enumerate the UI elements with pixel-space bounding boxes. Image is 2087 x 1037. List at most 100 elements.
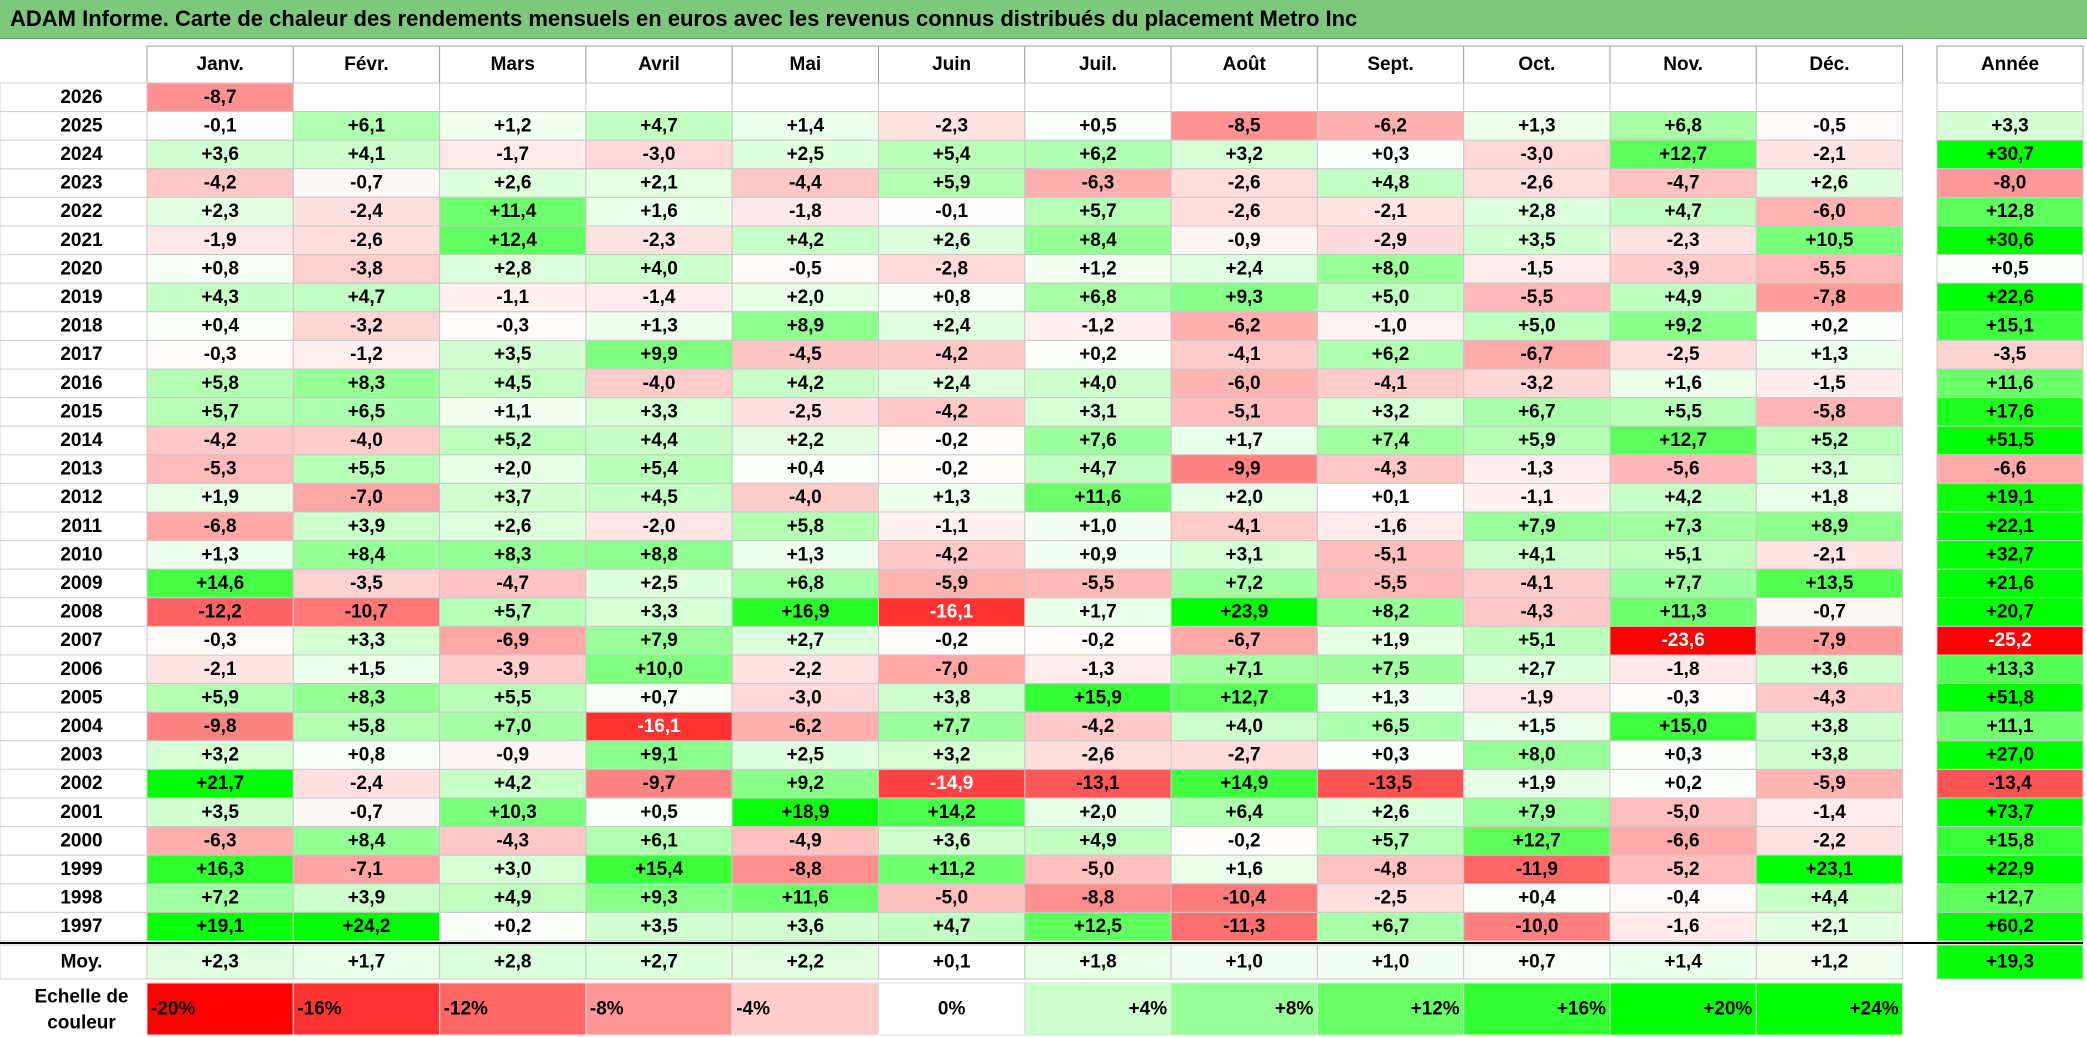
heatmap-cell	[878, 282, 1026, 313]
heatmap-cell	[1170, 911, 1318, 942]
heatmap-cell	[1609, 282, 1757, 313]
heatmap-cell	[1755, 597, 1904, 627]
annual-cell	[1936, 139, 2084, 170]
heatmap-value: +1,3	[1811, 344, 1849, 365]
heatmap-cell	[1024, 425, 1172, 456]
scale-swatch-label: -16%	[297, 999, 341, 1020]
heatmap-cell	[146, 311, 294, 341]
month-header-cell	[1755, 45, 1904, 84]
heatmap-value: +3,3	[348, 630, 386, 651]
heatmap-cell	[439, 196, 587, 227]
heatmap-value: +5,4	[933, 144, 971, 165]
month-header-label: Oct.	[1518, 54, 1555, 75]
heatmap-cell	[585, 254, 733, 284]
heatmap-cell	[1316, 854, 1465, 885]
heatmap-value: -4,0	[789, 487, 822, 508]
average-value: +2,8	[494, 952, 532, 973]
heatmap-cell	[1316, 168, 1465, 198]
scale-swatch-label: +24%	[1849, 999, 1898, 1020]
annual-value: -6,6	[1994, 459, 2027, 480]
heatmap-value: +1,6	[1225, 859, 1263, 880]
heatmap-cell	[1609, 482, 1757, 513]
heatmap-cell	[439, 768, 587, 799]
heatmap-cell	[1463, 397, 1611, 427]
heatmap-cell	[1170, 282, 1318, 313]
heatmap-cell	[1755, 425, 1904, 456]
heatmap-value: -9,7	[643, 773, 676, 794]
heatmap-value: +12,7	[1513, 830, 1561, 851]
heatmap-value: +12,7	[1659, 144, 1707, 165]
heatmap-value: +0,8	[201, 258, 239, 279]
heatmap-value: -11,9	[1516, 859, 1558, 880]
heatmap-value: +3,1	[1225, 544, 1263, 565]
heatmap-cell	[585, 597, 733, 627]
row-year-label: 2019	[60, 287, 102, 308]
heatmap-value: +14,9	[1220, 773, 1268, 794]
heatmap-value: +1,5	[1518, 716, 1556, 737]
annual-value: +30,6	[1986, 230, 2034, 251]
heatmap-value: -1,1	[496, 287, 529, 308]
heatmap-cell	[1609, 82, 1757, 113]
heatmap-cell	[731, 111, 880, 141]
scale-swatch-label: +20%	[1703, 999, 1752, 1020]
average-value: +0,7	[1518, 952, 1556, 973]
month-header-cell	[731, 45, 880, 84]
heatmap-cell	[1170, 425, 1318, 456]
heatmap-value: +3,5	[640, 916, 678, 937]
heatmap-value: +4,2	[1664, 487, 1702, 508]
heatmap-value: +4,7	[933, 916, 971, 937]
heatmap-cell	[146, 139, 294, 170]
heatmap-value: +6,2	[1079, 144, 1117, 165]
heatmap-cell	[1755, 654, 1904, 685]
heatmap-cell	[1316, 797, 1465, 828]
heatmap-value: -1,4	[1813, 802, 1846, 823]
heatmap-value: -1,6	[1667, 916, 1700, 937]
heatmap-value: +1,6	[1664, 373, 1702, 394]
heatmap-cell	[585, 568, 733, 599]
heatmap-cell	[439, 139, 587, 170]
heatmap-value: +14,2	[928, 802, 976, 823]
heatmap-value: -0,3	[496, 316, 529, 337]
heatmap-cell	[292, 826, 441, 856]
heatmap-cell	[1609, 768, 1757, 799]
heatmap-value: +1,3	[1372, 687, 1410, 708]
heatmap-cell	[439, 654, 587, 685]
heatmap-value: +1,1	[494, 401, 532, 422]
heatmap-value: +2,7	[787, 630, 825, 651]
heatmap-value: +2,5	[787, 144, 825, 165]
heatmap-value: -0,2	[1082, 630, 1115, 651]
heatmap-value: -1,2	[1082, 316, 1115, 337]
heatmap-cell	[1170, 482, 1318, 513]
heatmap-value: +0,4	[201, 316, 239, 337]
heatmap-value: +3,3	[640, 401, 678, 422]
heatmap-cell	[731, 540, 880, 570]
annual-cell	[1936, 625, 2084, 656]
heatmap-cell	[1024, 597, 1172, 627]
heatmap-cell	[146, 368, 294, 399]
heatmap-cell	[1609, 454, 1757, 484]
heatmap-value: -1,4	[643, 287, 676, 308]
heatmap-value: +23,9	[1220, 602, 1268, 623]
annual-cell	[1936, 797, 2084, 828]
heatmap-value: -4,7	[1667, 173, 1700, 194]
heatmap-cell	[1170, 568, 1318, 599]
heatmap-cell	[1316, 911, 1465, 942]
heatmap-value: +4,7	[640, 115, 678, 136]
heatmap-cell	[1755, 711, 1904, 742]
heatmap-cell	[878, 826, 1026, 856]
heatmap-value: +1,9	[1372, 630, 1410, 651]
heatmap-cell	[1316, 82, 1465, 113]
heatmap-value: +0,4	[787, 459, 825, 480]
heatmap-value: -2,1	[1374, 201, 1407, 222]
heatmap-value: +9,3	[640, 888, 678, 909]
row-year-label: 2010	[60, 544, 102, 565]
average-value: +1,2	[1811, 952, 1849, 973]
heatmap-value: +0,5	[1079, 115, 1117, 136]
heatmap-value: -10,4	[1223, 888, 1267, 909]
row-year-label: 2011	[61, 516, 103, 537]
heatmap-value: -2,3	[643, 230, 676, 251]
heatmap-value: -5,9	[1813, 773, 1846, 794]
heatmap-cell	[585, 683, 733, 713]
annual-cell	[1936, 425, 2084, 456]
